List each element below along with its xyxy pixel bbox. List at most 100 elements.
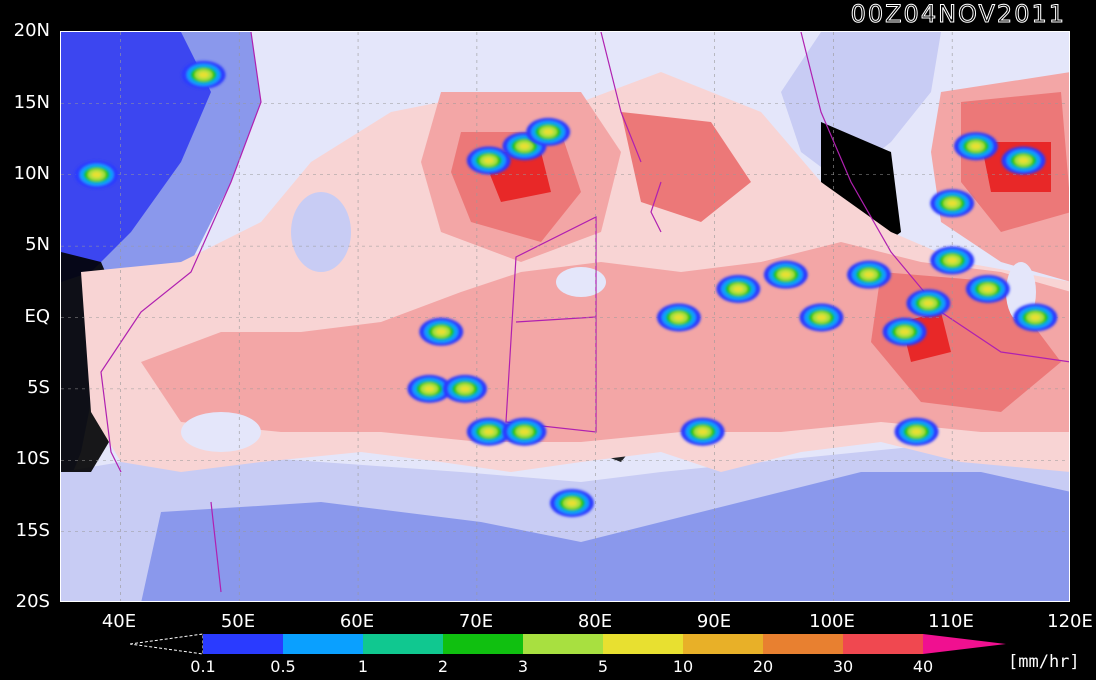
cluster-ring xyxy=(483,428,494,435)
cluster-ring xyxy=(816,314,827,321)
convective-cluster xyxy=(680,417,725,446)
colorbar-swatch xyxy=(683,634,763,654)
cluster-ring xyxy=(460,385,470,392)
cluster-ring xyxy=(780,271,791,278)
colorbar-swatch xyxy=(523,634,603,654)
lon-label: 120E xyxy=(1047,611,1093,632)
cluster-ring xyxy=(970,143,981,150)
colorbar-high-arrow xyxy=(923,634,1006,654)
cluster-ring xyxy=(899,328,910,335)
convective-cluster xyxy=(930,246,975,275)
convective-cluster xyxy=(656,303,701,332)
precipitation-map xyxy=(60,31,1070,602)
lon-label: 40E xyxy=(101,611,137,632)
convective-cluster xyxy=(549,489,594,518)
cluster-ring xyxy=(198,71,209,78)
convective-cluster xyxy=(526,117,571,146)
lat-label: EQ xyxy=(24,306,50,327)
colorbar-tick: 10 xyxy=(672,657,694,676)
convective-cluster xyxy=(419,317,464,346)
convective-cluster xyxy=(930,189,975,218)
cluster-ring xyxy=(1018,157,1029,164)
colorbar-swatch xyxy=(843,634,923,654)
colorbar-tick: 20 xyxy=(752,657,774,676)
cluster-ring xyxy=(519,428,530,435)
map-title: 00Z04NOV2011 xyxy=(850,0,1066,29)
light-blob xyxy=(181,412,261,452)
lat-label: 10S xyxy=(15,448,50,469)
colorbar-swatch xyxy=(283,634,363,654)
convective-cluster xyxy=(906,289,951,318)
colorbar-tick: 0.5 xyxy=(270,657,296,676)
lat-label: 20N xyxy=(13,20,50,41)
lat-label: 10N xyxy=(13,163,50,184)
precipitation-field xyxy=(61,32,1069,601)
convective-cluster xyxy=(1001,146,1046,175)
convective-cluster xyxy=(763,260,808,289)
units-label: [mm/hr] xyxy=(1008,652,1080,672)
convective-cluster xyxy=(965,274,1010,303)
colorbar-tick: 5 xyxy=(597,657,609,676)
lon-label: 80E xyxy=(577,611,613,632)
colorbar-tick: 0.1 xyxy=(190,657,216,676)
lon-label: 100E xyxy=(809,611,855,632)
cluster-ring xyxy=(947,257,958,264)
south-mid-blue-band xyxy=(141,472,1069,601)
convective-cluster xyxy=(443,374,487,403)
convective-cluster xyxy=(502,417,547,446)
lat-label: 15N xyxy=(13,92,50,113)
cluster-ring xyxy=(436,328,447,335)
convective-cluster xyxy=(74,160,119,189)
colorbar-tick: 2 xyxy=(437,657,449,676)
rain-field-moderate xyxy=(141,242,1069,442)
cluster-ring xyxy=(923,300,934,307)
cluster-ring xyxy=(519,143,530,150)
colorbar-swatch xyxy=(763,634,843,654)
convective-cluster xyxy=(953,132,998,161)
light-blob xyxy=(291,192,351,272)
cluster-ring xyxy=(543,128,554,135)
lon-label: 50E xyxy=(220,611,256,632)
convective-cluster xyxy=(466,417,511,446)
colorbar-swatch xyxy=(603,634,683,654)
cluster-ring xyxy=(982,285,993,292)
lat-label: 20S xyxy=(15,591,50,612)
lat-label: 5S xyxy=(27,377,50,398)
lon-label: 70E xyxy=(458,611,494,632)
cluster-ring xyxy=(947,200,958,207)
convective-cluster xyxy=(181,60,226,89)
colorbar-swatch xyxy=(363,634,443,654)
lon-label: 110E xyxy=(928,611,974,632)
convective-cluster xyxy=(894,417,939,446)
coastline xyxy=(100,32,1069,593)
cluster-ring xyxy=(566,500,577,507)
convective-cluster xyxy=(847,260,891,289)
west-deep-blue-region xyxy=(61,32,211,282)
colorbar-tick: 1 xyxy=(357,657,369,676)
cluster-ring xyxy=(911,428,922,435)
cluster-ring xyxy=(673,314,684,321)
convective-cluster xyxy=(716,274,761,303)
colorbar-swatch xyxy=(203,634,283,654)
lon-label: 60E xyxy=(339,611,375,632)
cluster-ring xyxy=(1030,314,1041,321)
colorbar-tick: 40 xyxy=(912,657,934,676)
rain-field-bay-heavy xyxy=(621,112,751,222)
convective-cluster xyxy=(466,146,511,175)
cluster-ring xyxy=(424,385,435,392)
convective-cluster xyxy=(407,374,452,403)
lon-label: 90E xyxy=(696,611,732,632)
light-blob xyxy=(556,267,606,297)
colorbar xyxy=(130,633,1006,655)
colorbar-swatch xyxy=(443,634,523,654)
cluster-ring xyxy=(733,285,744,292)
cluster-ring xyxy=(483,157,494,164)
colorbar-tick: 30 xyxy=(832,657,854,676)
cluster-ring xyxy=(864,271,874,278)
colorbar-low-arrow xyxy=(130,633,204,655)
cluster-ring xyxy=(697,428,708,435)
convective-cluster xyxy=(882,317,927,346)
colorbar-tick: 3 xyxy=(517,657,529,676)
lat-label: 15S xyxy=(15,520,50,541)
lat-label: 5N xyxy=(25,234,50,255)
